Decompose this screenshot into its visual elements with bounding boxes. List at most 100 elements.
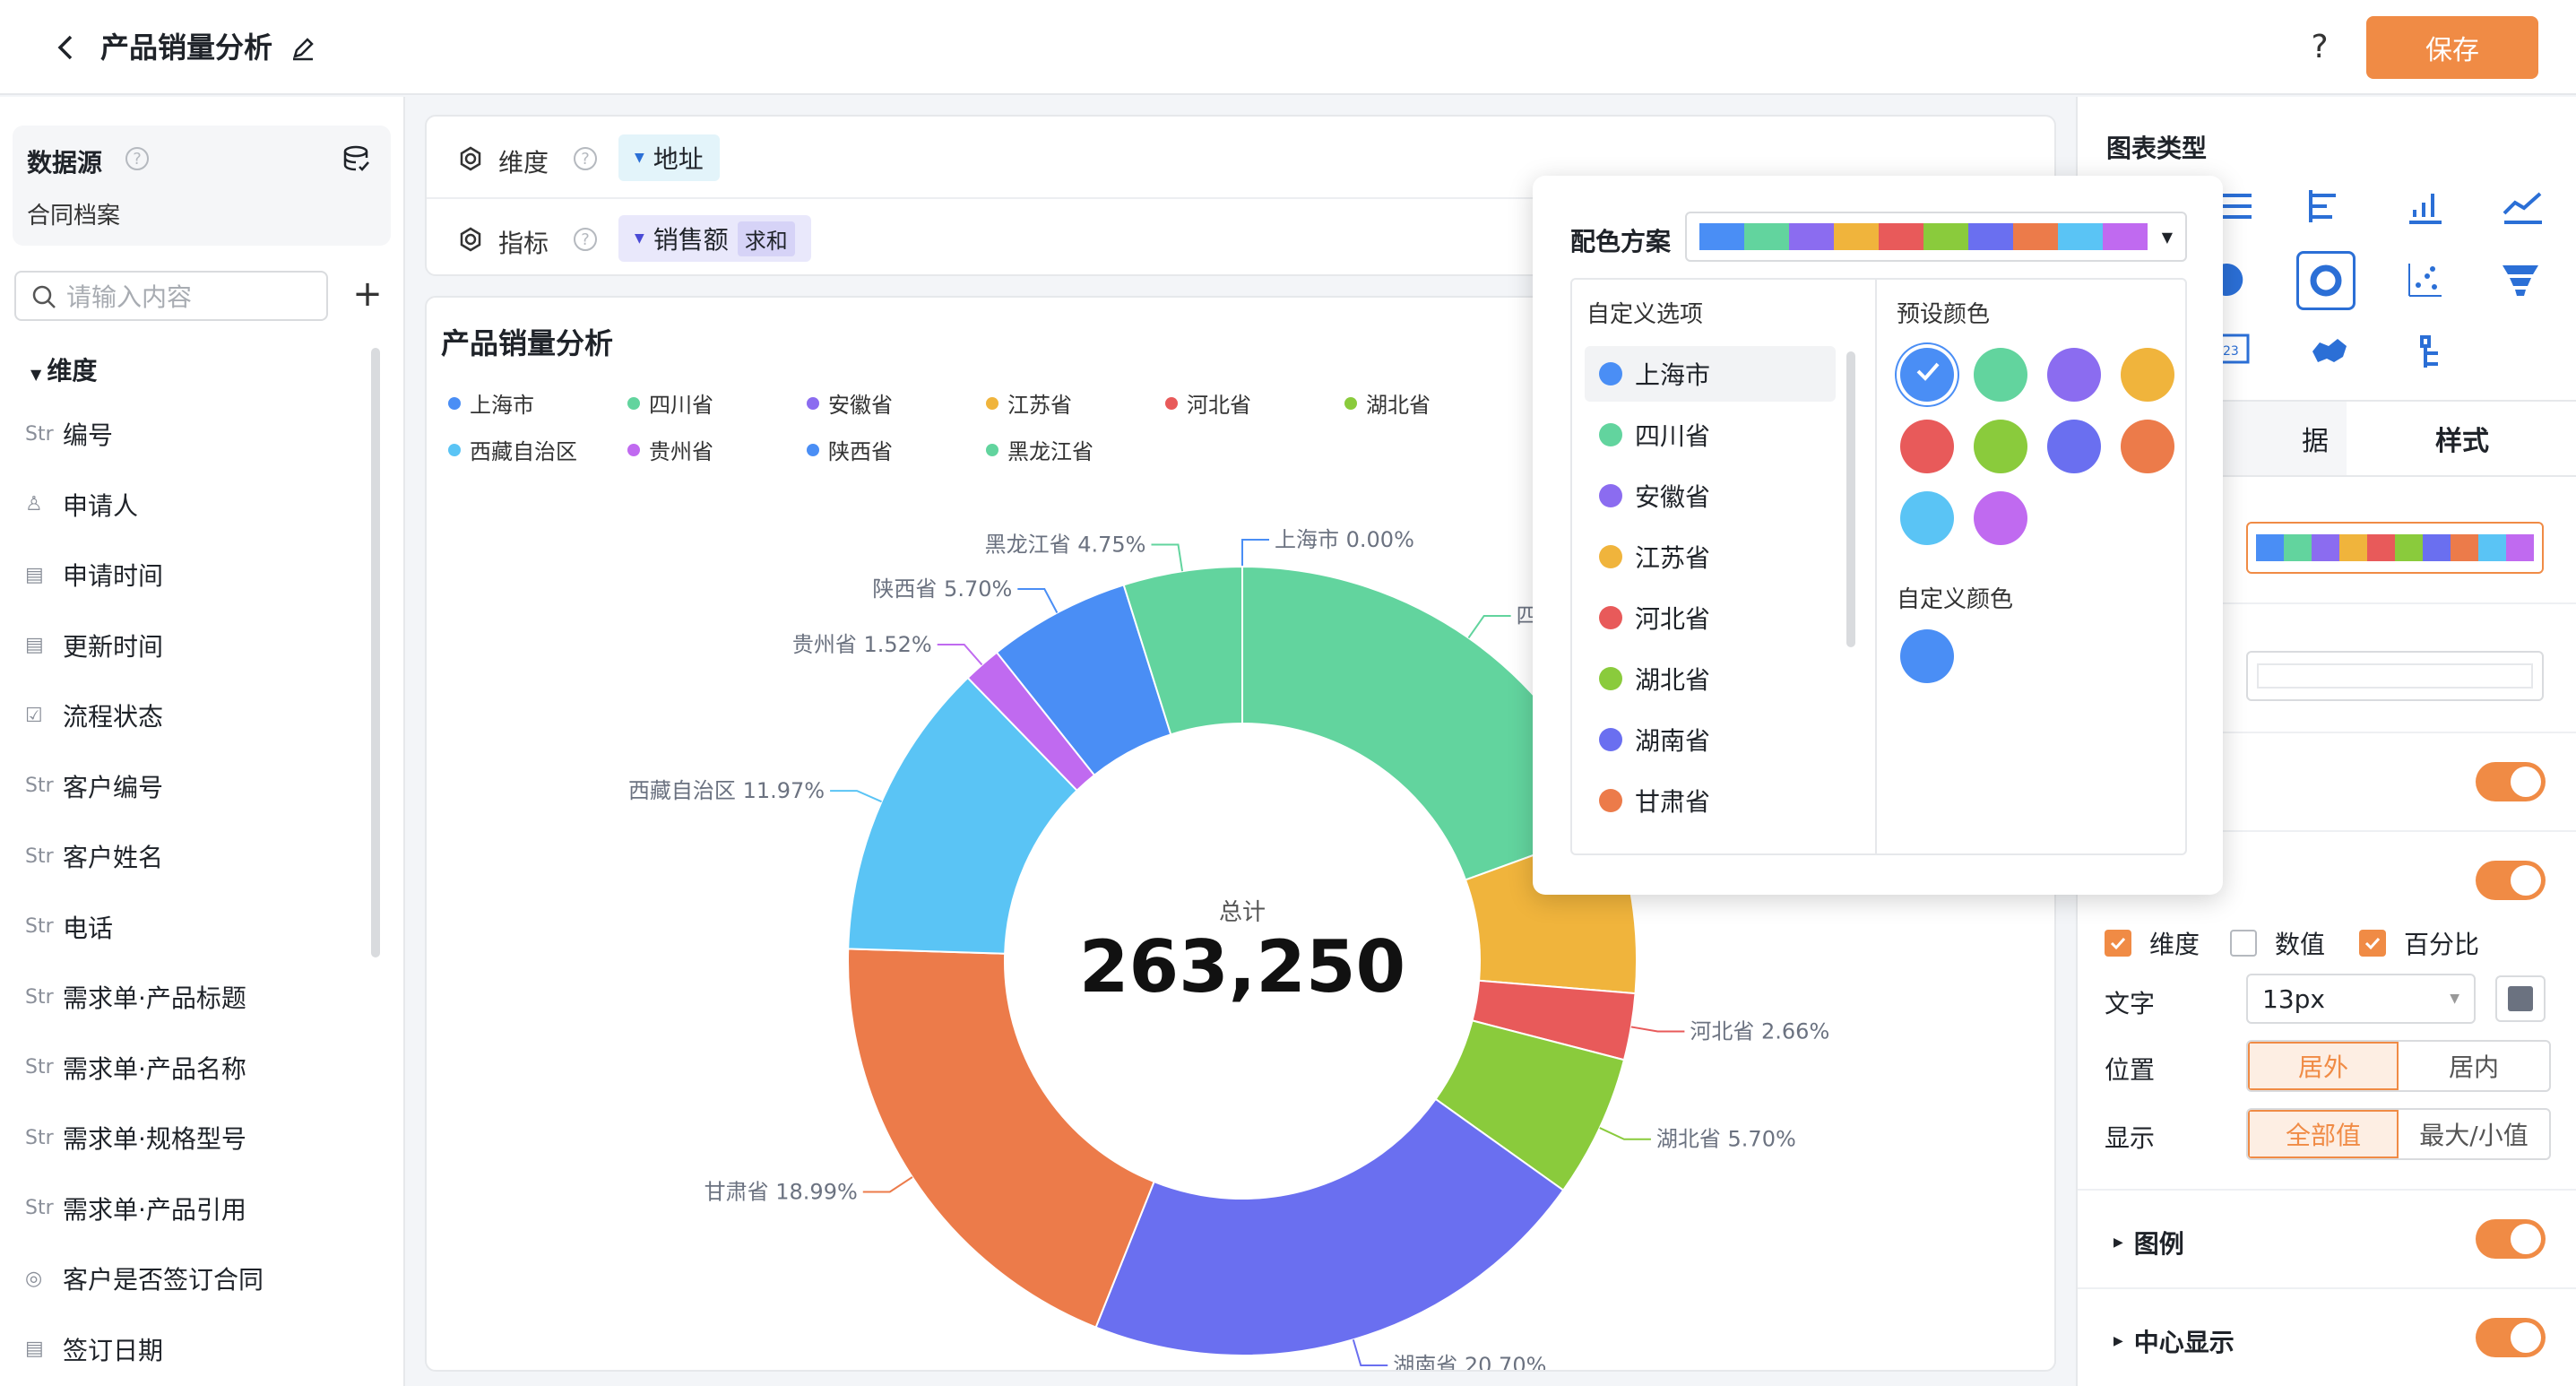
tree-chart-icon[interactable] — [2406, 334, 2445, 379]
display-minmax[interactable]: 最大/小值 — [2419, 1121, 2528, 1150]
preset-color[interactable] — [1900, 420, 1954, 473]
field-item[interactable]: ♙ 申请人 — [25, 478, 138, 532]
preset-color-selected[interactable] — [1900, 348, 1954, 402]
funnel-chart-icon[interactable] — [2501, 262, 2540, 304]
custom-option-label: 上海市 — [1635, 360, 1711, 390]
field-item[interactable]: ▤ 签订日期 — [25, 1322, 163, 1376]
legend-item[interactable]: 河北省 — [1165, 387, 1251, 419]
field-item[interactable]: Str 客户编号 — [25, 759, 163, 813]
dimension-pill[interactable]: ▼ 地址 — [618, 134, 720, 181]
preset-color[interactable] — [2121, 348, 2174, 402]
database-icon[interactable] — [341, 143, 371, 180]
legend-item[interactable]: 贵州省 — [627, 434, 713, 465]
metric-aggregation[interactable]: 求和 — [737, 221, 795, 256]
donut-slice[interactable] — [847, 948, 1155, 1329]
tab-style[interactable]: 样式 — [2435, 426, 2489, 457]
custom-option-item[interactable]: 江苏省 — [1585, 529, 1836, 585]
help-button[interactable]: ? — [2311, 29, 2329, 65]
check-value[interactable]: 数值 — [2230, 925, 2325, 961]
bar-chart-icon[interactable] — [2406, 186, 2445, 232]
center-toggle[interactable] — [2476, 1318, 2546, 1357]
datasource-card[interactable]: 数据源 ? 合同档案 — [13, 126, 391, 246]
metric-pill[interactable]: ▼ 销售额 求和 — [618, 215, 811, 262]
preset-color[interactable] — [2121, 420, 2174, 473]
custom-color-swatch[interactable] — [1900, 629, 1954, 683]
custom-option-item[interactable]: 湖南省 — [1585, 712, 1836, 767]
field-item[interactable]: ◎ 客户是否签订合同 — [25, 1252, 264, 1305]
save-button[interactable]: 保存 — [2366, 16, 2538, 79]
field-label: 需求单·产品名称 — [63, 1053, 246, 1084]
position-outside[interactable]: 居外 — [2248, 1042, 2399, 1090]
legend-item[interactable]: 西藏自治区 — [448, 434, 577, 465]
search-input[interactable] — [66, 282, 317, 312]
preset-color[interactable] — [1900, 491, 1954, 545]
check-percent[interactable]: 百分比 — [2359, 925, 2479, 961]
field-item[interactable]: Str 客户姓名 — [25, 829, 163, 883]
field-item[interactable]: Str 需求单·产品标题 — [25, 970, 246, 1024]
field-item[interactable]: Str 需求单·规格型号 — [25, 1111, 246, 1165]
legend-item[interactable]: 四川省 — [627, 387, 713, 419]
custom-option-item[interactable]: 四川省 — [1585, 407, 1836, 463]
back-button[interactable] — [45, 27, 86, 68]
preset-color[interactable] — [2047, 348, 2101, 402]
color-dot — [1599, 606, 1622, 629]
field-item[interactable]: ▤ 更新时间 — [25, 619, 163, 672]
color-scheme-field[interactable] — [2246, 522, 2544, 574]
donut-chart-type-selected[interactable] — [2296, 251, 2356, 310]
position-inside[interactable]: 居内 — [2448, 1052, 2499, 1082]
display-all[interactable]: 全部值 — [2248, 1110, 2399, 1158]
scatter-chart-icon[interactable] — [2406, 260, 2445, 306]
legend-section[interactable]: ▶ 图例 — [2114, 1225, 2184, 1260]
custom-option-item[interactable]: 河北省 — [1585, 590, 1836, 645]
legend-item[interactable]: 江苏省 — [986, 387, 1072, 419]
question-icon[interactable]: ? — [574, 228, 597, 251]
field-item[interactable]: ▤ 申请时间 — [25, 548, 163, 602]
edit-title-button[interactable] — [285, 30, 321, 66]
donut-slice[interactable] — [1094, 1097, 1565, 1356]
custom-option-item[interactable]: 安徽省 — [1585, 468, 1836, 524]
field-list-scrollbar[interactable] — [371, 348, 380, 957]
field-label: 需求单·产品标题 — [63, 983, 246, 1013]
list-chart-icon[interactable] — [2216, 186, 2255, 232]
question-icon[interactable]: ? — [125, 147, 149, 170]
custom-option-item[interactable]: 湖北省 — [1585, 651, 1836, 706]
field-search[interactable] — [14, 271, 328, 321]
field-item[interactable]: ☑ 流程状态 — [25, 689, 163, 742]
legend-item[interactable]: 湖北省 — [1344, 387, 1431, 419]
donut-slice[interactable] — [1122, 565, 1243, 736]
toggle-switch[interactable] — [2476, 762, 2546, 801]
preset-color[interactable] — [1974, 348, 2027, 402]
background-field[interactable] — [2246, 651, 2544, 701]
custom-options-scrollbar[interactable] — [1846, 351, 1855, 647]
preset-color[interactable] — [1974, 420, 2027, 473]
label-toggle[interactable] — [2476, 861, 2546, 900]
custom-option-item[interactable]: 甘肃省 — [1585, 773, 1836, 828]
line-chart-icon[interactable] — [2501, 186, 2546, 232]
preset-color[interactable] — [2047, 420, 2101, 473]
legend-item[interactable]: 上海市 — [448, 387, 534, 419]
legend-item[interactable]: 黑龙江省 — [986, 434, 1094, 465]
question-icon[interactable]: ? — [574, 147, 597, 170]
add-field-button[interactable]: + — [352, 273, 383, 315]
color-scheme-select[interactable]: ▼ — [1685, 212, 2187, 262]
dimension-group-header[interactable]: ▼ 维度 — [30, 351, 97, 387]
bar-horizontal-icon[interactable] — [2305, 186, 2345, 232]
preset-color[interactable] — [1974, 491, 2027, 545]
custom-option-label: 四川省 — [1635, 421, 1711, 451]
legend-toggle[interactable] — [2476, 1219, 2546, 1259]
font-color-button[interactable] — [2495, 975, 2546, 1022]
map-chart-icon[interactable] — [2307, 332, 2352, 377]
tab-data[interactable]: 据 — [2212, 402, 2347, 475]
pie-chart-icon[interactable] — [2216, 260, 2255, 306]
custom-option-item[interactable]: 上海市 — [1585, 346, 1836, 402]
legend-item[interactable]: 安徽省 — [807, 387, 893, 419]
legend-item[interactable]: 陕西省 — [807, 434, 893, 465]
center-section[interactable]: ▶ 中心显示 — [2114, 1323, 2235, 1359]
field-item[interactable]: Str 电话 — [25, 900, 113, 954]
center-value: 263,250 — [1079, 925, 1405, 1009]
font-size-select[interactable]: 13px ▼ — [2246, 974, 2476, 1024]
field-item[interactable]: Str 编号 — [25, 407, 113, 461]
field-item[interactable]: Str 需求单·产品名称 — [25, 1041, 246, 1095]
field-item[interactable]: Str 需求单·产品引用 — [25, 1182, 246, 1235]
check-dimension[interactable]: 维度 — [2105, 925, 2200, 961]
